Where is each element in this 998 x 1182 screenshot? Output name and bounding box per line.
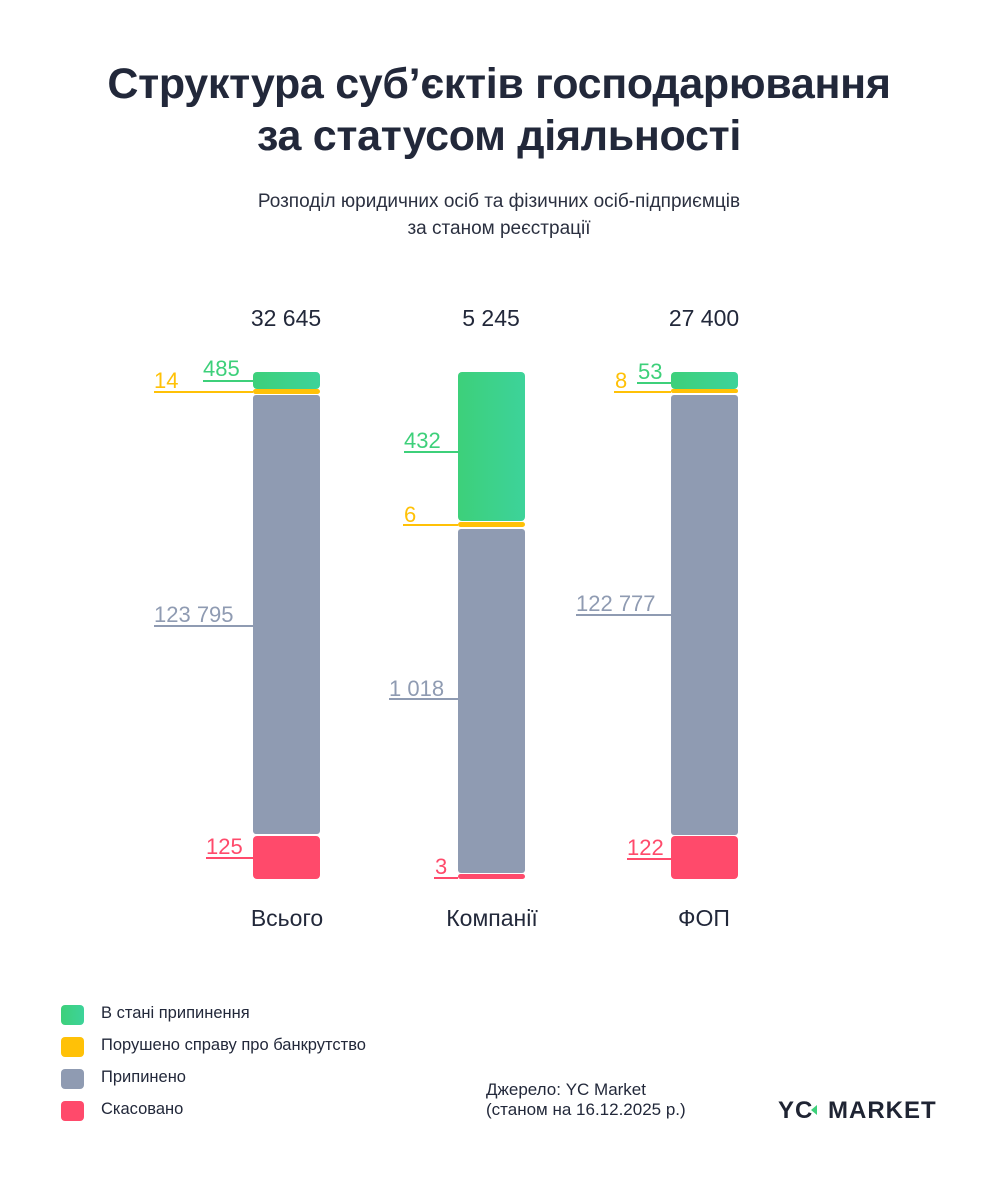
value-label-terminated: 123 795 <box>154 602 234 627</box>
category-label: Компанії <box>446 905 538 931</box>
segment-cancelled <box>253 836 320 879</box>
subtitle-line-2: за станом реєстрації <box>407 218 591 239</box>
category-label: ФОП <box>678 905 730 931</box>
title-line-1: Структура субʼєктів господарювання <box>107 60 891 108</box>
value-label-terminated: 1 018 <box>389 676 445 701</box>
legend-label: Порушено справу про банкрутство <box>101 1036 366 1054</box>
leader-line <box>627 858 671 860</box>
value-label-in-termination: 53 <box>638 359 663 384</box>
leader-line <box>206 857 253 859</box>
value-label-bankruptcy: 14 <box>154 368 179 393</box>
value-label-in-termination: 432 <box>404 428 441 453</box>
leader-line <box>614 391 671 393</box>
leader-line <box>154 391 253 393</box>
leader-line <box>389 698 458 700</box>
legend-label: В стані припинення <box>101 1004 250 1022</box>
source-note: Джерело: YC Market (станом на 16.12.2025… <box>486 1080 686 1120</box>
bar-total-label: 27 400 <box>668 305 740 331</box>
logo-arrow-icon <box>811 1105 818 1115</box>
bar-total-label: 5 245 <box>462 305 520 331</box>
subtitle: Розподіл юридичних осіб та фізичних осіб… <box>0 188 998 242</box>
legend-label: Припинено <box>101 1068 186 1086</box>
value-label-in-termination: 485 <box>203 356 240 381</box>
grey-square-icon <box>61 1069 84 1089</box>
segment-in-termination <box>671 372 738 389</box>
bar-total-label: 32 645 <box>250 305 322 331</box>
subtitle-line-1: Розподіл юридичних осіб та фізичних осіб… <box>257 191 741 212</box>
logo-text-left: YC <box>778 1097 814 1124</box>
leader-line <box>404 451 458 453</box>
value-label-cancelled: 3 <box>435 854 448 879</box>
leader-line <box>576 614 671 616</box>
red-square-icon <box>61 1101 84 1121</box>
legend-label: Скасовано <box>101 1100 184 1118</box>
value-label-terminated: 122 777 <box>576 591 656 616</box>
segment-bankruptcy <box>458 522 525 527</box>
segment-in-termination <box>253 372 320 389</box>
leader-line <box>434 877 458 879</box>
segment-cancelled <box>458 874 525 879</box>
title-line-2: за статусом діяльності <box>257 112 741 160</box>
green-square-icon <box>61 1005 84 1025</box>
segment-terminated <box>671 395 738 835</box>
segment-terminated <box>458 529 525 873</box>
segment-bankruptcy <box>671 389 738 393</box>
segment-cancelled <box>671 836 738 879</box>
segment-in-termination <box>458 372 525 521</box>
leader-line <box>403 524 458 526</box>
segment-bankruptcy <box>253 389 320 394</box>
source-line-1: Джерело: YC Market <box>486 1080 646 1099</box>
value-label-bankruptcy: 8 <box>615 368 628 393</box>
value-label-cancelled: 122 <box>627 835 664 860</box>
leader-line <box>637 382 671 384</box>
value-label-bankruptcy: 6 <box>404 502 417 527</box>
page-title: Структура субʼєктів господарювання за ст… <box>0 58 998 162</box>
yc-market-logo: YC MARKET <box>778 1097 937 1125</box>
leader-line <box>203 380 253 382</box>
segment-terminated <box>253 395 320 834</box>
source-line-2: (станом на 16.12.2025 р.) <box>486 1100 686 1119</box>
logo-text-right: MARKET <box>828 1097 937 1124</box>
yellow-square-icon <box>61 1037 84 1057</box>
category-label: Всього <box>250 905 324 931</box>
value-label-cancelled: 125 <box>206 834 243 859</box>
leader-line <box>154 625 253 627</box>
